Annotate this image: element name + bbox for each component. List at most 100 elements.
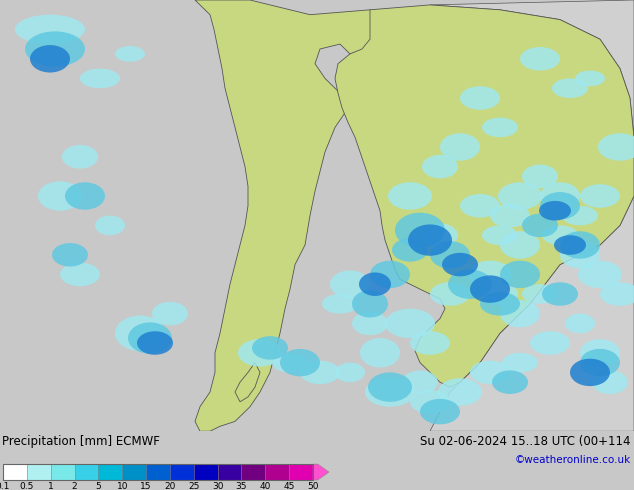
Ellipse shape <box>60 263 100 286</box>
Text: 10: 10 <box>117 482 128 490</box>
Polygon shape <box>195 0 430 431</box>
Ellipse shape <box>430 282 470 306</box>
Text: 40: 40 <box>259 482 271 490</box>
Text: Precipitation [mm] ECMWF: Precipitation [mm] ECMWF <box>2 435 160 448</box>
Text: 2: 2 <box>72 482 77 490</box>
Ellipse shape <box>137 331 173 355</box>
Ellipse shape <box>565 314 595 333</box>
Text: 45: 45 <box>283 482 295 490</box>
Ellipse shape <box>592 370 628 394</box>
Ellipse shape <box>542 225 578 245</box>
Bar <box>194 464 217 480</box>
Bar <box>217 464 242 480</box>
Ellipse shape <box>352 290 388 318</box>
Ellipse shape <box>365 377 415 407</box>
Text: 0.5: 0.5 <box>20 482 34 490</box>
Ellipse shape <box>560 231 600 259</box>
Ellipse shape <box>552 78 588 98</box>
Ellipse shape <box>500 261 540 288</box>
Ellipse shape <box>540 192 580 220</box>
Ellipse shape <box>482 282 518 306</box>
Ellipse shape <box>62 145 98 169</box>
Text: ©weatheronline.co.uk: ©weatheronline.co.uk <box>515 455 631 465</box>
Ellipse shape <box>570 359 610 386</box>
Ellipse shape <box>115 46 145 62</box>
Ellipse shape <box>395 213 445 248</box>
Bar <box>51 464 75 480</box>
Ellipse shape <box>115 316 165 351</box>
Text: 30: 30 <box>212 482 223 490</box>
FancyArrow shape <box>313 464 329 480</box>
Ellipse shape <box>330 270 370 298</box>
Ellipse shape <box>522 214 558 237</box>
Ellipse shape <box>15 15 85 44</box>
Ellipse shape <box>500 300 540 327</box>
Ellipse shape <box>95 216 125 235</box>
Ellipse shape <box>359 272 391 296</box>
Bar <box>3 464 27 480</box>
Ellipse shape <box>554 235 586 255</box>
Text: 35: 35 <box>236 482 247 490</box>
Ellipse shape <box>300 361 340 384</box>
Ellipse shape <box>385 309 435 338</box>
Ellipse shape <box>52 243 88 267</box>
Ellipse shape <box>600 282 634 306</box>
Ellipse shape <box>468 261 512 288</box>
Bar <box>3 464 313 480</box>
Ellipse shape <box>410 390 450 414</box>
Bar <box>27 464 51 480</box>
Bar <box>242 464 265 480</box>
Ellipse shape <box>470 275 510 303</box>
Bar <box>265 464 289 480</box>
Ellipse shape <box>152 302 188 325</box>
Ellipse shape <box>335 363 365 382</box>
Ellipse shape <box>540 182 580 210</box>
Ellipse shape <box>272 353 308 372</box>
Ellipse shape <box>580 339 620 367</box>
Ellipse shape <box>370 261 410 288</box>
Ellipse shape <box>408 224 452 256</box>
Ellipse shape <box>578 261 622 288</box>
Ellipse shape <box>438 378 482 406</box>
Ellipse shape <box>598 133 634 161</box>
Polygon shape <box>430 0 634 431</box>
Bar <box>146 464 170 480</box>
Ellipse shape <box>575 71 605 86</box>
Ellipse shape <box>460 86 500 110</box>
Ellipse shape <box>280 349 320 376</box>
Ellipse shape <box>490 204 530 227</box>
Text: Su 02-06-2024 15..18 UTC (00+114: Su 02-06-2024 15..18 UTC (00+114 <box>420 435 631 448</box>
Ellipse shape <box>388 182 432 210</box>
Ellipse shape <box>460 194 500 218</box>
Ellipse shape <box>322 294 358 314</box>
Ellipse shape <box>560 241 600 269</box>
Ellipse shape <box>542 282 578 306</box>
Ellipse shape <box>448 270 492 299</box>
Polygon shape <box>335 5 634 387</box>
Ellipse shape <box>252 336 288 360</box>
Ellipse shape <box>539 201 571 220</box>
Text: 50: 50 <box>307 482 319 490</box>
Ellipse shape <box>562 206 598 225</box>
Bar <box>98 464 122 480</box>
Bar <box>75 464 98 480</box>
Ellipse shape <box>368 372 412 402</box>
Ellipse shape <box>420 399 460 424</box>
Ellipse shape <box>128 322 172 354</box>
Ellipse shape <box>522 165 558 188</box>
Ellipse shape <box>502 353 538 372</box>
Ellipse shape <box>520 47 560 71</box>
Bar <box>170 464 194 480</box>
Ellipse shape <box>430 241 470 269</box>
Ellipse shape <box>410 331 450 355</box>
Ellipse shape <box>470 361 510 384</box>
Bar <box>289 464 313 480</box>
Text: 15: 15 <box>140 482 152 490</box>
Polygon shape <box>235 363 260 402</box>
Bar <box>122 464 146 480</box>
Ellipse shape <box>440 133 480 161</box>
Ellipse shape <box>522 284 558 304</box>
Ellipse shape <box>65 182 105 210</box>
Text: 25: 25 <box>188 482 200 490</box>
Ellipse shape <box>580 184 620 208</box>
